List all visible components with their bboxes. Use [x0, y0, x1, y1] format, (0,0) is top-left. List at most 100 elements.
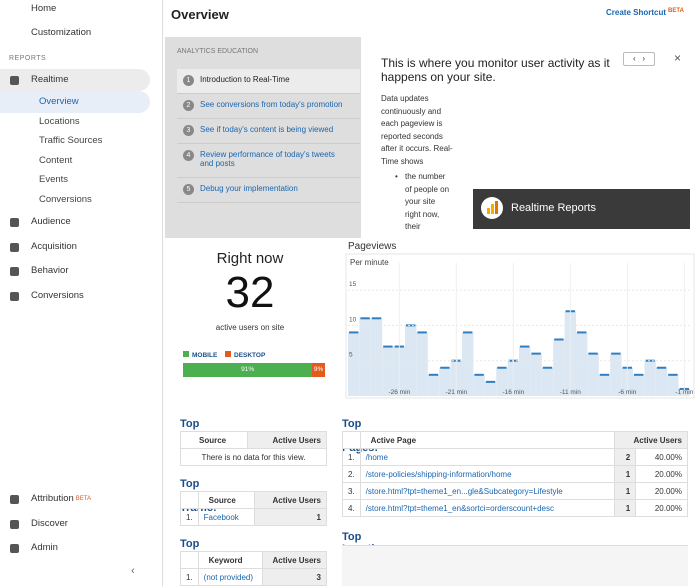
education-heading: This is where you monitor user activity …: [381, 56, 610, 84]
nav-label[interactable]: Attribution: [31, 493, 74, 504]
nav-label[interactable]: Realtime: [31, 74, 69, 85]
step[interactable]: 1 Introduction to Real-Time: [177, 69, 360, 94]
step[interactable]: 2 See conversions from today's promotion: [177, 94, 360, 119]
bar: [405, 325, 417, 396]
bar: [484, 381, 497, 396]
header-cell[interactable]: Active Users: [247, 431, 327, 449]
video[interactable]: Realtime Reports: [473, 189, 690, 229]
header-cell[interactable]: Active Users: [253, 491, 328, 509]
bar: [473, 374, 485, 396]
bar: [530, 353, 542, 396]
nav-label[interactable]: Content: [39, 154, 73, 166]
nav-item[interactable]: Content: [0, 150, 150, 172]
nav-item[interactable]: Audience: [0, 211, 150, 233]
step[interactable]: 5 Debug your implementation: [177, 178, 360, 203]
nav-label[interactable]: Behavior: [31, 265, 69, 276]
nav-label[interactable]: Audience: [31, 216, 71, 227]
nav-label[interactable]: Overview: [39, 96, 79, 107]
header-row: Keyword Active Users: [180, 551, 327, 569]
header-row: Source Active Users: [180, 491, 328, 509]
nav-label[interactable]: Customization: [31, 27, 92, 38]
step-num: 5: [183, 184, 194, 195]
row: 3./store.html?tpt=theme1_en...gle&Subcat…: [342, 482, 688, 500]
pager[interactable]: ‹ ›: [623, 52, 655, 66]
nav-item[interactable]: Admin: [0, 537, 150, 559]
bar: [462, 332, 474, 396]
nav-label[interactable]: Events: [39, 174, 69, 185]
bar: [598, 374, 611, 396]
step[interactable]: 3 See if today's content is being viewed: [177, 119, 360, 144]
chart-title: Pageviews: [348, 241, 396, 252]
step-text[interactable]: Introduction to Real-Time: [200, 75, 290, 84]
nav-item[interactable]: Conversions: [0, 285, 150, 307]
split-bar: 9%: [312, 363, 325, 377]
nav-icon: [10, 242, 19, 252]
nav-item[interactable]: Behavior: [0, 260, 150, 282]
cell[interactable]: Facebook: [197, 508, 255, 526]
step-text[interactable]: Review performance of today's tweets and…: [200, 150, 335, 168]
sidebar: Home Customization REPORTS Realtime Overview…: [0, 0, 163, 586]
nav-item[interactable]: Conversions: [0, 189, 150, 211]
bar: [541, 367, 554, 396]
create-shortcut[interactable]: Create Shortcut BETA: [606, 8, 684, 17]
step-text[interactable]: See conversions from today's promotion: [200, 100, 343, 109]
cell[interactable]: (not provided): [197, 568, 264, 586]
shortcut-text[interactable]: Create Shortcut: [606, 8, 667, 17]
nav-item[interactable]: Attribution BETA: [0, 488, 150, 510]
legend-text: DESKTOP: [234, 352, 266, 359]
row: 1./home 2 40.00%: [342, 448, 688, 466]
nav-label[interactable]: Traffic Sources: [39, 135, 103, 146]
nav-label[interactable]: Acquisition: [31, 240, 77, 252]
nav-label[interactable]: Conversions: [39, 193, 92, 205]
bar: [519, 346, 531, 396]
nav-item[interactable]: Home: [0, 0, 150, 20]
nav-item[interactable]: Customization: [0, 22, 150, 44]
legend-text: MOBILE: [192, 352, 218, 359]
section-label: REPORTS: [9, 55, 47, 62]
header-cell[interactable]: Active Users: [262, 551, 327, 569]
cell: 20.00%: [635, 499, 688, 517]
nav-item[interactable]: Locations: [0, 111, 150, 133]
nav-label[interactable]: Discover: [31, 517, 68, 529]
nav-label[interactable]: Home: [31, 3, 57, 14]
bar: [667, 374, 679, 396]
cell[interactable]: /store-policies/shipping-information/hom…: [359, 465, 616, 483]
data-table: Source Active Users 1. Facebook 1: [180, 491, 328, 526]
header-cell[interactable]: Active Users: [614, 431, 688, 449]
nav-label[interactable]: Admin: [31, 542, 58, 553]
nav-item[interactable]: Overview: [0, 91, 150, 113]
bar: [370, 318, 383, 396]
cell[interactable]: /store.html?tpt=theme1_en&sortci=ordersc…: [359, 499, 616, 517]
nav-label[interactable]: Conversions: [31, 289, 84, 301]
row: 1. Facebook 1: [180, 508, 328, 526]
step[interactable]: 4 Review performance of today's tweets an…: [177, 144, 360, 178]
collapse[interactable]: ‹: [131, 565, 135, 577]
legend-swatch: [225, 351, 231, 357]
nav-item[interactable]: Traffic Sources: [0, 130, 150, 152]
header-cell: [180, 491, 199, 509]
nav-icon: [10, 495, 19, 504]
x-tick-label: -1 min: [675, 389, 693, 396]
y-tick-label: 10: [349, 316, 357, 323]
nav-item[interactable]: Discover: [0, 513, 150, 535]
bar: [382, 346, 394, 396]
header-cell: Source: [197, 491, 255, 509]
cell: 1.: [180, 508, 199, 526]
nav-item[interactable]: Events: [0, 169, 150, 191]
close-button[interactable]: ×: [674, 51, 682, 65]
step-text[interactable]: Debug your implementation: [200, 184, 298, 193]
education-panel: ANALYTICS EDUCATION 1 Introduction to Rea…: [165, 37, 700, 238]
data-table: Source Active Users There is no data for t…: [179, 431, 327, 466]
empty-row: There is no data for this view.: [180, 448, 327, 466]
cell: 40.00%: [635, 448, 688, 466]
step-text[interactable]: See if today's content is being viewed: [200, 125, 334, 134]
nav-label[interactable]: Locations: [39, 115, 80, 127]
nav-item[interactable]: Acquisition: [0, 236, 150, 258]
cell[interactable]: /store.html?tpt=theme1_en...gle&Subcateg…: [359, 482, 616, 500]
cell[interactable]: /home: [359, 448, 616, 466]
step-num: 3: [183, 125, 194, 136]
cell: 3.: [342, 482, 361, 500]
x-tick-label: -16 min: [502, 389, 524, 396]
nav-item[interactable]: Realtime: [0, 69, 150, 91]
